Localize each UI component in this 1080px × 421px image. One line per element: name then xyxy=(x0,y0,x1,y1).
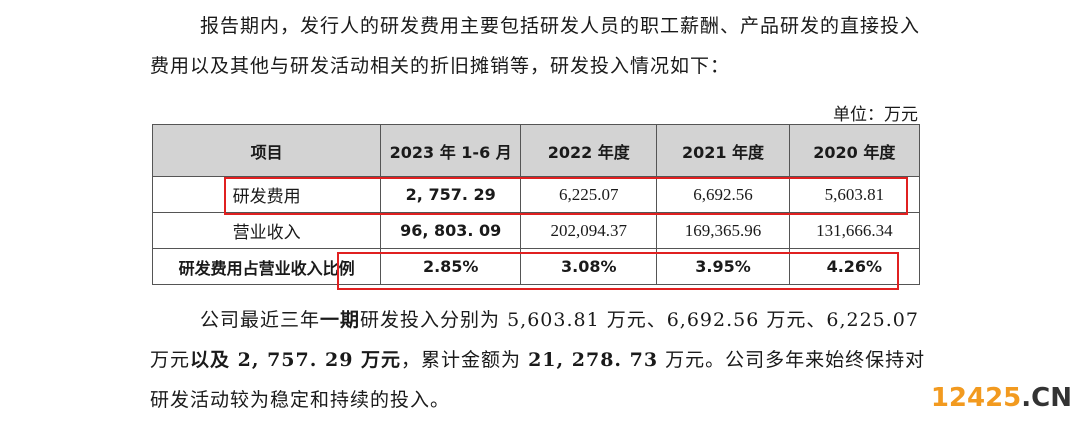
site-watermark-logo: 12425.CN xyxy=(931,383,1072,413)
summary-part7: 万元。公司多年来始终保持对研发活动较为稳定和持续的投入。 xyxy=(150,349,926,411)
summary-part5: ，累计金额为 xyxy=(401,349,529,371)
table-cell: 2, 757. 29 xyxy=(380,176,522,213)
table-cell: 5,603.81 xyxy=(788,176,921,213)
table-cell: 202,094.37 xyxy=(520,212,658,249)
table-cell: 3.95% xyxy=(656,248,790,285)
table-row: 营业收入 96, 803. 09 202,094.37 169,365.96 1… xyxy=(151,212,921,249)
summary-part4: 以及 2, 757. 29 万元 xyxy=(190,349,402,371)
header-item: 项目 xyxy=(151,124,382,177)
header-2021: 2021 年度 xyxy=(656,124,790,177)
table-cell: 6,225.07 xyxy=(520,176,658,213)
table-row: 研发费用占营业收入比例 2.85% 3.08% 3.95% 4.26% xyxy=(151,248,921,285)
header-2023h1: 2023 年 1-6 月 xyxy=(380,124,522,177)
unit-label: 单位：万元 xyxy=(833,105,918,125)
header-2020: 2020 年度 xyxy=(788,124,921,177)
table-header-row: 项目 2023 年 1-6 月 2022 年度 2021 年度 2020 年度 xyxy=(151,124,921,177)
table-cell: 3.08% xyxy=(520,248,658,285)
watermark-suffix: .CN xyxy=(1021,383,1072,413)
table-cell: 131,666.34 xyxy=(788,212,921,249)
intro-text: 报告期内，发行人的研发费用主要包括研发人员的职工薪酬、产品研发的直接投入费用以及… xyxy=(150,15,921,77)
table-cell: 96, 803. 09 xyxy=(380,212,522,249)
summary-part2: 一期 xyxy=(320,309,361,331)
table-cell: 2.85% xyxy=(380,248,522,285)
header-2022: 2022 年度 xyxy=(520,124,658,177)
row-label: 研发费用占营业收入比例 xyxy=(151,248,382,285)
rd-expense-table: 项目 2023 年 1-6 月 2022 年度 2021 年度 2020 年度 … xyxy=(151,124,921,285)
intro-paragraph: 报告期内，发行人的研发费用主要包括研发人员的职工薪酬、产品研发的直接投入费用以及… xyxy=(150,6,930,86)
watermark-number: 12425 xyxy=(930,383,1022,413)
table-cell: 6,692.56 xyxy=(656,176,790,213)
table-row: 研发费用 2, 757. 29 6,225.07 6,692.56 5,603.… xyxy=(151,176,921,213)
summary-part6: 21, 278. 73 xyxy=(528,349,659,371)
summary-part1: 公司最近三年 xyxy=(200,309,321,331)
table-cell: 169,365.96 xyxy=(656,212,790,249)
row-label: 营业收入 xyxy=(151,212,382,249)
table-cell: 4.26% xyxy=(788,248,921,285)
row-label: 研发费用 xyxy=(151,176,382,213)
summary-part3: 研发投入分别为 5,603.81 万元、6,692.56 万元、6,225.07… xyxy=(150,309,919,371)
summary-paragraph: 公司最近三年一期研发投入分别为 5,603.81 万元、6,692.56 万元、… xyxy=(150,300,930,420)
